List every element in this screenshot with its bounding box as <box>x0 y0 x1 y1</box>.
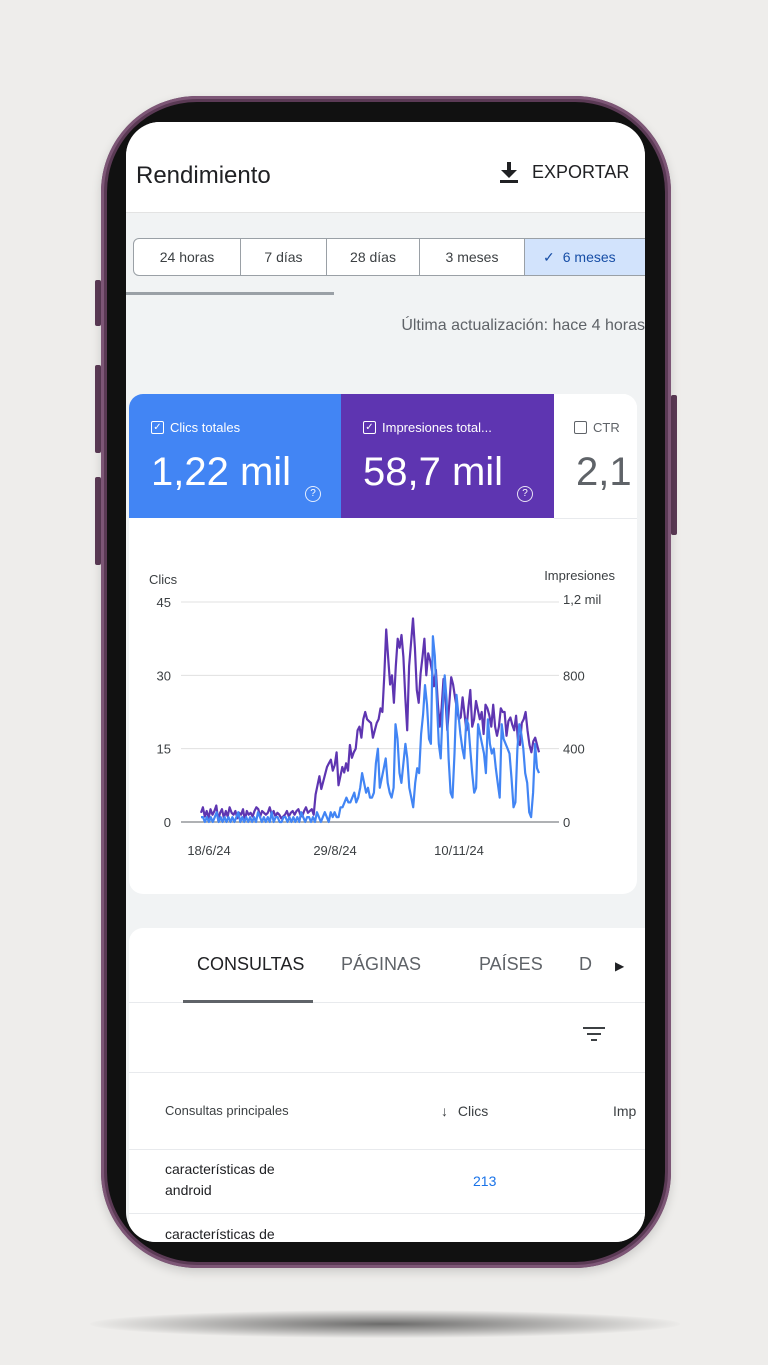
filter-icon[interactable] <box>583 1026 605 1042</box>
clicks-cell: 213 <box>473 1173 497 1189</box>
left-tick-label: 45 <box>157 595 171 610</box>
x-tick-label: 29/8/24 <box>313 843 356 858</box>
clicks-series-line <box>201 635 541 824</box>
checkbox-checked-icon[interactable]: ✓ <box>151 421 164 434</box>
metric-ctr[interactable]: CTR 2,1 <box>554 394 637 519</box>
performance-card: ✓ Clics totales 1,22 mil ? ✓ Impresiones… <box>129 394 637 894</box>
range-28d[interactable]: 28 días <box>327 239 420 275</box>
metric-impressions-label-row: ✓ Impresiones total... <box>363 420 492 435</box>
tab-paginas[interactable]: PÁGINAS <box>341 954 422 974</box>
left-tick-label: 15 <box>157 742 171 757</box>
metric-clicks-label-row: ✓ Clics totales <box>151 420 240 435</box>
x-tick-label: 10/11/24 <box>434 843 484 858</box>
metric-impressions-label: Impresiones total... <box>382 420 492 435</box>
table-row[interactable]: características de android 213 <box>129 1149 645 1214</box>
export-label: EXPORTAR <box>532 161 630 182</box>
right-tick-label: 400 <box>563 742 585 757</box>
metric-impressions-value: 58,7 mil <box>363 450 504 494</box>
metric-clicks-label: Clics totales <box>170 420 241 435</box>
right-tick-label: 0 <box>563 815 570 830</box>
table-card: CONSULTAS PÁGINAS PAÍSES D ▶ Consultas p… <box>129 928 645 1242</box>
device-shadow <box>90 1310 680 1338</box>
phone-power-button <box>671 395 677 535</box>
table-row[interactable]: características de <box>129 1214 645 1242</box>
range-6m[interactable]: ✓ 6 meses <box>525 239 645 275</box>
export-button[interactable]: EXPORTAR <box>498 160 629 184</box>
range-7d[interactable]: 7 días <box>241 239 327 275</box>
checkbox-unchecked-icon[interactable] <box>574 421 587 434</box>
tab-paises[interactable]: PAÍSES <box>479 954 543 974</box>
column-header-clicks-label: Clics <box>457 1103 489 1119</box>
download-icon <box>500 162 518 183</box>
left-tick-label: 30 <box>157 668 171 683</box>
sort-descending-icon: ↓ <box>441 1103 448 1119</box>
help-icon[interactable]: ? <box>517 486 533 502</box>
range-24h[interactable]: 24 horas <box>134 239 241 275</box>
help-icon[interactable]: ? <box>305 486 321 502</box>
left-axis-label: Clics <box>149 572 178 587</box>
column-header-queries[interactable]: Consultas principales <box>165 1103 289 1118</box>
metric-clicks-value: 1,22 mil <box>151 450 292 494</box>
query-cell: características de android <box>165 1161 275 1198</box>
phone-side-button <box>95 280 101 326</box>
range-3m[interactable]: 3 meses <box>420 239 525 275</box>
tab-consultas[interactable]: CONSULTAS <box>197 954 305 974</box>
right-tick-label: 800 <box>563 668 585 683</box>
query-cell: características de <box>165 1226 275 1242</box>
tab-dispositivos[interactable]: D <box>579 954 592 974</box>
dimension-tabs: CONSULTAS PÁGINAS PAÍSES D ▶ <box>129 928 645 1003</box>
phone-screen: Rendimiento EXPORTAR 24 horas 7 días 28 … <box>126 122 645 1242</box>
active-tab-indicator <box>183 1000 313 1003</box>
app-header: Rendimiento EXPORTAR <box>126 122 645 213</box>
metric-ctr-label-row: CTR <box>574 420 620 435</box>
check-icon: ✓ <box>543 248 555 265</box>
phone-side-button <box>95 477 101 565</box>
last-update-text: Última actualización: hace 4 horas <box>401 317 645 334</box>
performance-chart: Clics Impresiones 0 0 15 400 30 800 45 1,2 mil 1… <box>149 568 615 858</box>
range-6m-label: 6 meses <box>562 249 616 265</box>
metric-total-clicks[interactable]: ✓ Clics totales 1,22 mil ? <box>129 394 341 518</box>
date-range-selector: 24 horas 7 días 28 días 3 meses ✓ 6 mese… <box>133 238 645 276</box>
tabs-scroll-right-icon[interactable]: ▶ <box>615 959 625 973</box>
column-header-impressions[interactable]: Imp <box>613 1103 637 1119</box>
range-scroll-indicator <box>126 292 334 295</box>
column-header-clicks[interactable]: ↓ Clics <box>441 1103 488 1119</box>
metric-ctr-label: CTR <box>593 420 620 435</box>
page-title: Rendimiento <box>136 162 271 189</box>
metric-ctr-value: 2,1 <box>576 450 632 494</box>
phone-side-button <box>95 365 101 453</box>
right-axis-label: Impresiones <box>544 568 615 583</box>
left-tick-label: 0 <box>164 815 171 830</box>
x-tick-label: 18/6/24 <box>187 843 230 858</box>
checkbox-checked-icon[interactable]: ✓ <box>363 421 376 434</box>
impressions-series-line <box>199 617 541 822</box>
metric-total-impressions[interactable]: ✓ Impresiones total... 58,7 mil ? <box>341 394 554 518</box>
right-tick-label: 1,2 mil <box>563 592 601 607</box>
table-header: Consultas principales ↓ Clics Imp <box>129 1072 645 1150</box>
